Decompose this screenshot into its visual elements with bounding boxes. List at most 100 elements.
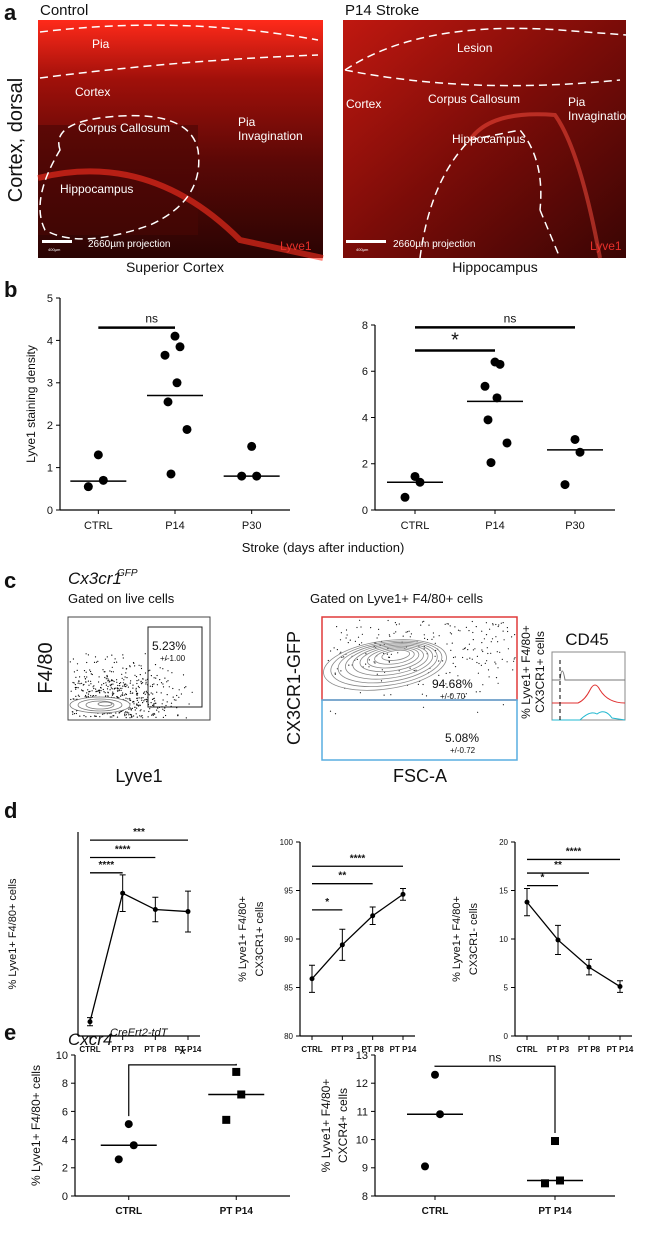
flow-event [339, 639, 342, 641]
flow-event [144, 672, 147, 674]
flow-event [438, 635, 440, 637]
flow-event [452, 662, 454, 665]
flow-event [137, 685, 139, 688]
flow-event [124, 694, 126, 696]
flow-event [138, 679, 140, 681]
flow-event [86, 692, 88, 694]
contour [330, 640, 443, 687]
flow-event [93, 661, 96, 664]
flow-event [449, 632, 451, 634]
flow-event [89, 690, 91, 692]
flow-event [73, 671, 75, 673]
flow-event [88, 684, 90, 686]
flow-event [471, 658, 473, 660]
flow-event [442, 660, 444, 662]
flow-event [188, 703, 190, 705]
flow-event [124, 676, 126, 678]
flow-event [91, 673, 93, 676]
flow-event [107, 695, 109, 697]
flow-event [98, 676, 100, 678]
flow-event [116, 716, 119, 718]
flow-event [361, 633, 363, 635]
flow-event [135, 676, 138, 678]
y-tick-label: 10 [356, 1134, 368, 1146]
flow-event [91, 695, 93, 697]
flow-event [497, 667, 499, 669]
chart-title: Superior Cortex [126, 259, 224, 275]
flow-event [92, 686, 94, 688]
flow-event [464, 647, 466, 649]
x-tick-label: PT P8 [578, 1045, 601, 1054]
flow-event [78, 681, 80, 683]
gate-percent: 94.68% [432, 677, 473, 691]
data-point [431, 1070, 439, 1079]
flow-event [347, 642, 349, 644]
contour [323, 639, 447, 691]
flow-event [144, 693, 146, 695]
flow-event [380, 680, 383, 682]
flow-event [394, 622, 396, 624]
flow-event [148, 694, 150, 696]
flow-event [137, 701, 140, 703]
x-tick-label: P30 [242, 520, 262, 532]
flow-event [490, 641, 492, 643]
flow-event [136, 703, 138, 705]
flow-event [486, 647, 488, 649]
scale-bar [346, 240, 386, 243]
x-tick-label: PT P14 [175, 1045, 202, 1054]
flow-event [334, 673, 336, 675]
flow-event [397, 652, 399, 654]
flow-event [113, 661, 115, 664]
significance-label: ** [338, 871, 346, 882]
data-point [120, 890, 126, 896]
flow-event [111, 688, 113, 690]
flow-event [424, 637, 426, 640]
y-label: Cortex, dorsal [5, 78, 27, 203]
flow-event [162, 699, 164, 701]
y-label: % Lyve1+ F4/80+ [319, 1079, 333, 1173]
flow-event [150, 675, 152, 677]
y-label: CXCR4+ cells [336, 1088, 350, 1163]
flow-event [161, 703, 163, 705]
flow-event [387, 619, 389, 622]
flow-event [502, 704, 504, 706]
y-tick-label: 80 [284, 1032, 293, 1041]
data-point [541, 1179, 549, 1188]
flow-event [434, 642, 436, 644]
flow-event [480, 664, 482, 667]
x-label: Stroke (days after induction) [242, 540, 405, 555]
flow-event [104, 671, 106, 673]
flow-event [119, 687, 121, 689]
flow-event [450, 694, 452, 696]
flow-event [103, 682, 105, 685]
flow-event [421, 621, 424, 623]
flow-event [130, 709, 132, 711]
flow-event [405, 631, 407, 633]
flow-event [79, 683, 81, 685]
flow-event [495, 677, 498, 679]
data-point [182, 424, 192, 434]
flow-event [84, 696, 86, 698]
flow-event [76, 686, 78, 689]
data-point [166, 469, 176, 479]
x-tick-label: PT P14 [390, 1045, 417, 1054]
flow-event [85, 653, 87, 655]
flow-event [415, 669, 417, 671]
region-label: Pia Invagination [238, 115, 303, 143]
flow-event [113, 688, 115, 690]
flow-event [482, 684, 484, 686]
flow-event [176, 707, 178, 709]
flow-event [446, 623, 448, 625]
flow-event [500, 622, 502, 624]
flow-event [77, 682, 79, 684]
x-tick-label: P30 [565, 520, 585, 532]
flow-event [140, 681, 142, 683]
stain-label: Lyve1 [590, 239, 622, 253]
significance-bracket [434, 1065, 556, 1134]
flow-event [502, 622, 504, 624]
flow-event [129, 690, 132, 693]
flow-event [465, 693, 467, 695]
x-tick-label: PT P3 [112, 1045, 135, 1054]
data-point [98, 475, 108, 485]
boundary [344, 27, 627, 87]
